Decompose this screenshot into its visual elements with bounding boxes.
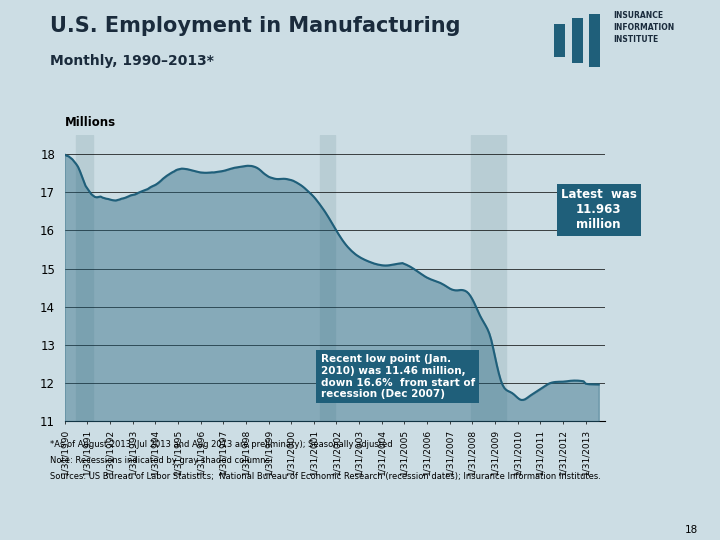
Text: U.S. Employment in Manufacturing: U.S. Employment in Manufacturing xyxy=(50,16,461,36)
Text: 18: 18 xyxy=(685,524,698,535)
Bar xyxy=(471,135,506,421)
Text: Latest  was
11.963
million: Latest was 11.963 million xyxy=(561,188,636,232)
Text: *As of August 2013 (Jul 2013 and Aug 2013 are preliminary); Seasonally adjusted: *As of August 2013 (Jul 2013 and Aug 201… xyxy=(50,440,393,449)
Text: Note: Recessions indicated by gray shaded columns.: Note: Recessions indicated by gray shade… xyxy=(50,456,273,465)
Text: INSURANCE
INFORMATION
INSTITUTE: INSURANCE INFORMATION INSTITUTE xyxy=(613,11,675,44)
Text: Monthly, 1990–2013*: Monthly, 1990–2013* xyxy=(50,54,215,68)
FancyBboxPatch shape xyxy=(589,14,600,67)
FancyBboxPatch shape xyxy=(572,18,583,63)
Bar xyxy=(76,135,93,421)
Text: Recent low point (Jan.
2010) was 11.46 million,
down 16.6%  from start of
recess: Recent low point (Jan. 2010) was 11.46 m… xyxy=(320,354,475,399)
Text: Sources: US Bureau of Labor Statistics;  National Bureau of Economic Research (r: Sources: US Bureau of Labor Statistics; … xyxy=(50,472,601,482)
FancyBboxPatch shape xyxy=(554,24,565,57)
Bar xyxy=(320,135,335,421)
Text: Millions: Millions xyxy=(65,116,116,129)
